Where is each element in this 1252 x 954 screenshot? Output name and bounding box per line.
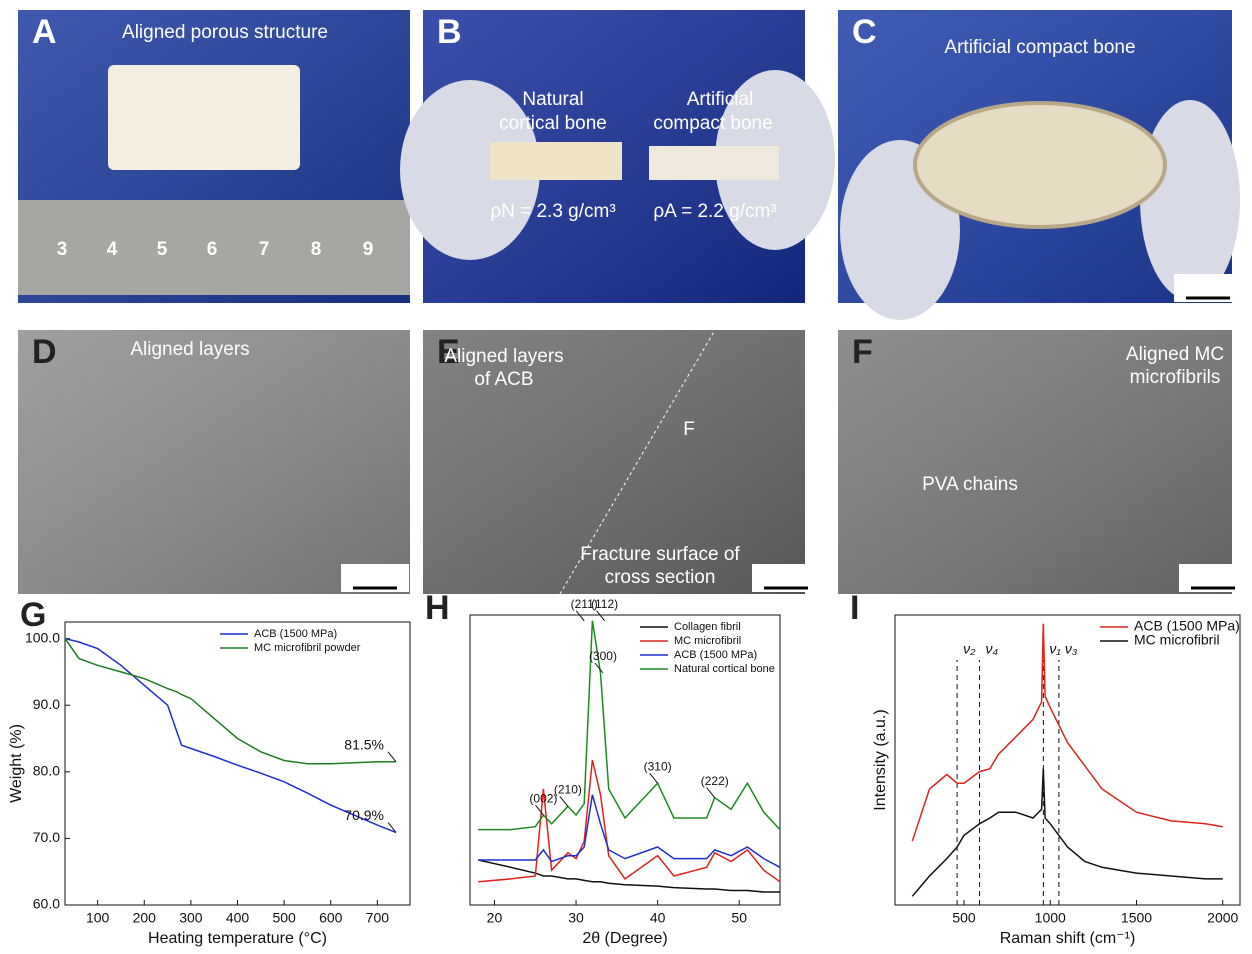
- legend-label: MC microfibril: [674, 635, 741, 647]
- photo-text: 3: [57, 239, 68, 260]
- annotation-arrow: [597, 611, 605, 621]
- scale-label: 1cm: [1190, 277, 1226, 298]
- annotation: 81.5%: [344, 737, 384, 753]
- legend-label: ACB (1500 MPa): [254, 628, 337, 640]
- x-tick-label: 1000: [1035, 910, 1066, 926]
- photo-text: Artificial compact bone: [944, 37, 1135, 58]
- photo-text: compact bone: [653, 113, 772, 134]
- x-tick-label: 30: [568, 910, 584, 926]
- annotation: (310): [644, 759, 672, 773]
- x-tick-label: 40: [650, 910, 666, 926]
- x-tick-label: 600: [319, 910, 343, 926]
- panel-label: F: [852, 333, 873, 371]
- legend-label: MC microfibril: [1134, 632, 1220, 648]
- x-tick-label: 700: [366, 910, 390, 926]
- photo-shade: [18, 330, 410, 594]
- series-line: [478, 795, 780, 868]
- y-tick-label: 100.0: [25, 629, 60, 645]
- annotation-arrow: [388, 752, 396, 762]
- x-tick-label: 100: [86, 910, 110, 926]
- panel-label: I: [850, 589, 859, 627]
- photo-text: Artificial: [687, 89, 754, 110]
- series-line: [65, 639, 396, 833]
- legend-label: Collagen fibril: [674, 621, 741, 633]
- photo-text: of ACB: [474, 369, 533, 390]
- marker-label: ν₁: [1049, 641, 1061, 657]
- legend-label: Natural cortical bone: [674, 663, 775, 675]
- figure: A Aligned porous structure 3 4 5 6 7 8 9 B Natural…: [0, 0, 1252, 949]
- photo-text: microfibrils: [1130, 367, 1221, 388]
- x-axis-label: 2θ (Degree): [582, 930, 667, 947]
- x-tick-label: 2000: [1207, 910, 1238, 926]
- natural-bone: [490, 142, 622, 180]
- photo-text: Aligned porous structure: [122, 22, 328, 43]
- photo-text: 4: [107, 239, 118, 260]
- x-axis-label: Raman shift (cm⁻¹): [1000, 930, 1136, 947]
- marker-label: ν₃: [1065, 641, 1078, 657]
- y-tick-label: 90.0: [33, 696, 60, 712]
- x-tick-label: 500: [952, 910, 976, 926]
- panel-label: D: [32, 333, 57, 371]
- photo-text: Aligned layers: [130, 339, 249, 360]
- scale-label: 20μm: [762, 567, 810, 588]
- photo-text: Fracture surface of: [580, 544, 740, 565]
- photo-text: 5: [157, 239, 168, 260]
- scale-label: 0.2mm: [346, 567, 404, 588]
- annotation-arrow: [650, 773, 658, 783]
- panel-label: A: [32, 13, 57, 51]
- photo-text: 7: [259, 239, 270, 260]
- photo-text: PVA chains: [922, 474, 1018, 495]
- marker-label: ν₂: [963, 641, 976, 657]
- y-axis-label: Intensity (a.u.): [872, 709, 889, 810]
- photo-text: 6: [207, 239, 218, 260]
- scale-label: 200nm: [1184, 567, 1242, 588]
- photo-text: ρN = 2.3 g/cm³: [490, 201, 615, 222]
- x-tick-label: 50: [731, 910, 747, 926]
- sample-block: [108, 65, 300, 170]
- photo-text: Aligned MC: [1126, 344, 1224, 365]
- panel-label: G: [20, 596, 46, 634]
- annotation: (112): [591, 597, 618, 611]
- plot-frame: [65, 622, 410, 905]
- annotation-arrow: [560, 796, 568, 806]
- annotation: 70.9%: [344, 807, 384, 823]
- annotation: (300): [589, 649, 617, 663]
- x-tick-label: 400: [226, 910, 250, 926]
- legend-label: MC microfibril powder: [254, 642, 361, 654]
- panel-label: H: [425, 589, 450, 627]
- panel-label: C: [852, 13, 877, 51]
- photo-text: 8: [311, 239, 322, 260]
- panel-label: B: [437, 13, 462, 51]
- x-tick-label: 200: [133, 910, 157, 926]
- x-tick-label: 1500: [1121, 910, 1152, 926]
- plot-frame: [895, 615, 1240, 905]
- photo-text: Aligned layers: [444, 346, 563, 367]
- photo-text: cortical bone: [499, 113, 607, 134]
- photo-text: cross section: [605, 567, 716, 588]
- photo-text: ρA = 2.2 g/cm³: [653, 201, 776, 222]
- y-tick-label: 80.0: [33, 763, 60, 779]
- annotation-arrow: [707, 788, 715, 798]
- x-axis-label: Heating temperature (°C): [148, 930, 327, 947]
- photo-text: F: [683, 419, 695, 440]
- annotation-arrow: [576, 611, 584, 621]
- x-tick-label: 500: [272, 910, 296, 926]
- marker-label: ν₄: [986, 641, 999, 657]
- legend-label: ACB (1500 MPa): [674, 649, 757, 661]
- bone-disc: [915, 103, 1165, 227]
- photo-text: Natural: [522, 89, 583, 110]
- y-axis-label: Weight (%): [8, 724, 25, 803]
- glove: [1140, 100, 1240, 300]
- x-tick-label: 300: [179, 910, 203, 926]
- photo-text: 9: [363, 239, 374, 260]
- artificial-bone: [649, 146, 779, 180]
- annotation: (222): [701, 774, 729, 788]
- annotation: (210): [554, 783, 582, 797]
- y-tick-label: 70.0: [33, 829, 60, 845]
- y-tick-label: 60.0: [33, 896, 60, 912]
- x-tick-label: 20: [487, 910, 503, 926]
- series-line: [912, 769, 1223, 897]
- series-line: [478, 760, 780, 882]
